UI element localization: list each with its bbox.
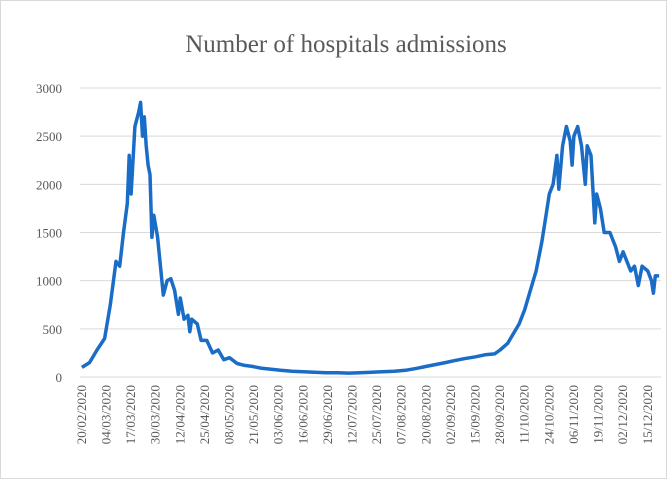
x-tick-label: 20/02/2020 — [74, 385, 89, 444]
x-tick-label: 25/04/2020 — [197, 385, 212, 444]
x-tick-label: 15/09/2020 — [468, 385, 483, 444]
x-tick-label: 07/08/2020 — [394, 385, 409, 444]
y-tick-label: 2000 — [36, 177, 62, 192]
x-tick-label: 06/11/2020 — [566, 385, 581, 444]
chart-title: Number of hospitals admissions — [185, 31, 507, 58]
x-tick-label: 25/07/2020 — [369, 385, 384, 444]
x-tick-label: 17/03/2020 — [123, 385, 138, 444]
x-tick-label: 19/11/2020 — [591, 385, 606, 444]
y-tick-label: 1000 — [36, 274, 62, 289]
x-tick-label: 20/08/2020 — [418, 385, 433, 444]
x-tick-label: 29/06/2020 — [320, 385, 335, 444]
y-tick-label: 0 — [56, 370, 63, 385]
x-tick-label: 08/05/2020 — [222, 385, 237, 444]
x-tick-label: 16/06/2020 — [295, 385, 310, 444]
y-tick-label: 3000 — [36, 81, 62, 96]
x-tick-label: 04/03/2020 — [98, 385, 113, 444]
x-tick-label: 24/10/2020 — [541, 385, 556, 444]
x-tick-label: 02/09/2020 — [443, 385, 458, 444]
y-tick-label: 500 — [43, 322, 63, 337]
x-tick-label: 12/04/2020 — [172, 385, 187, 444]
x-tick-label: 21/05/2020 — [246, 385, 261, 444]
y-tick-label: 1500 — [36, 226, 62, 241]
x-tick-label: 28/09/2020 — [492, 385, 507, 444]
x-tick-label: 30/03/2020 — [148, 385, 163, 444]
x-tick-label: 03/06/2020 — [271, 385, 286, 444]
x-tick-label: 11/10/2020 — [517, 385, 532, 444]
data-line — [80, 100, 660, 375]
y-tick-label: 2500 — [36, 129, 62, 144]
x-tick-label: 02/12/2020 — [615, 385, 630, 444]
x-tick-label: 15/12/2020 — [640, 385, 655, 444]
x-tick-label: 12/07/2020 — [345, 385, 360, 444]
